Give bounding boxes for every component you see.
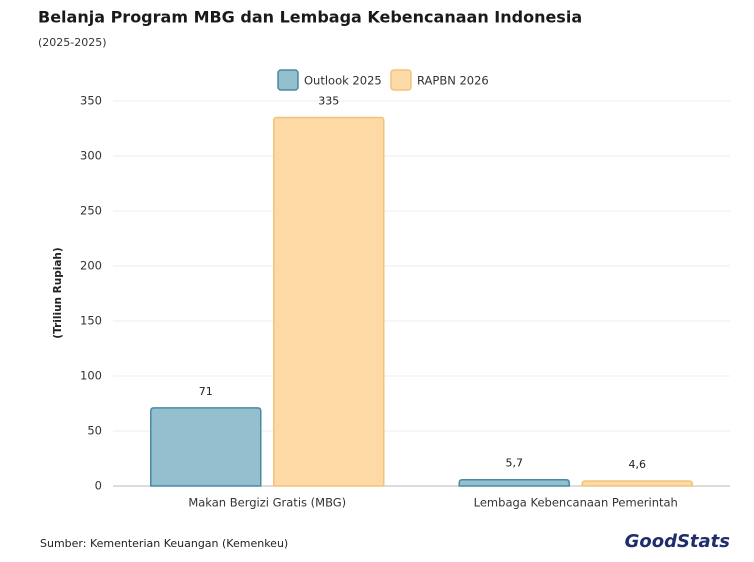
y-tick-label: 0 bbox=[95, 479, 102, 493]
y-tick-label: 50 bbox=[87, 424, 102, 438]
x-tick-label: Makan Bergizi Gratis (MBG) bbox=[188, 496, 346, 510]
bar bbox=[273, 116, 385, 487]
value-label: 71 bbox=[199, 385, 213, 398]
value-label: 335 bbox=[318, 95, 339, 108]
brand: GoodStats bbox=[625, 531, 731, 552]
chart-title: Belanja Program MBG dan Lembaga Kebencan… bbox=[38, 8, 582, 27]
bar bbox=[150, 407, 262, 487]
y-tick-label: 300 bbox=[80, 149, 102, 163]
value-label: 5,7 bbox=[506, 457, 524, 470]
y-tick-label: 200 bbox=[80, 259, 102, 273]
legend-label: Outlook 2025 bbox=[304, 74, 382, 88]
source: Sumber: Kementerian Keuangan (Kemenkeu) bbox=[40, 537, 288, 550]
value-label: 4,6 bbox=[629, 458, 647, 471]
y-tick-label: 250 bbox=[80, 204, 102, 218]
x-tick-label: Lembaga Kebencanaan Pemerintah bbox=[474, 496, 678, 510]
bar bbox=[458, 478, 570, 487]
chart-subtitle: (2025-2025) bbox=[38, 36, 107, 49]
legend-swatch bbox=[277, 69, 299, 91]
y-tick-label: 350 bbox=[80, 94, 102, 108]
legend-label: RAPBN 2026 bbox=[417, 74, 489, 88]
y-tick-label: 100 bbox=[80, 369, 102, 383]
y-tick-label: 150 bbox=[80, 314, 102, 328]
y-axis-label: (Triliun Rupiah) bbox=[52, 247, 64, 338]
legend-swatch bbox=[390, 69, 412, 91]
bar bbox=[581, 480, 693, 487]
